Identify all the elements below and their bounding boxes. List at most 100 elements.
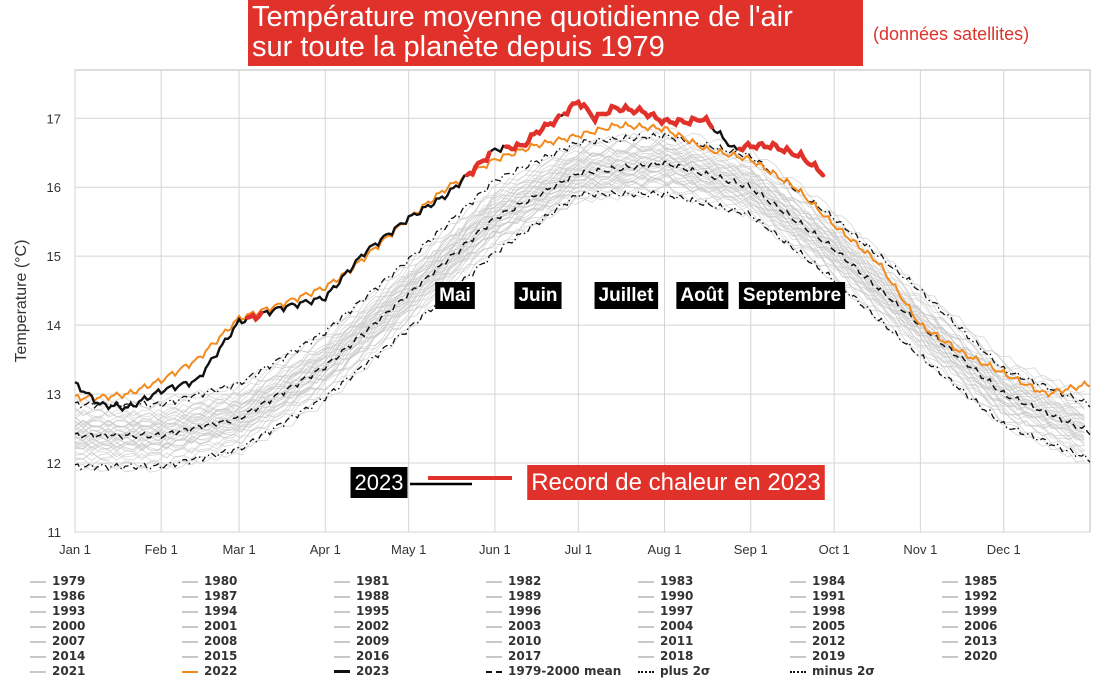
y-tick-label: 14 bbox=[47, 318, 61, 333]
legend-item[interactable]: 1985 bbox=[942, 574, 997, 588]
legend-label: 1992 bbox=[964, 589, 998, 603]
legend-label: 2007 bbox=[52, 634, 86, 648]
legend-item[interactable]: plus 2σ bbox=[638, 664, 710, 678]
legend-swatch bbox=[790, 625, 806, 628]
legend-swatch bbox=[638, 655, 654, 658]
legend-item[interactable]: 1993 bbox=[30, 604, 85, 618]
legend-label: 2008 bbox=[204, 634, 238, 648]
legend-label: 1995 bbox=[356, 604, 390, 618]
legend-label: 2009 bbox=[356, 634, 390, 648]
series bbox=[74, 98, 1091, 471]
legend-item[interactable]: 1986 bbox=[30, 589, 85, 603]
legend-item[interactable]: 1979 bbox=[30, 574, 85, 588]
legend-item[interactable]: 1997 bbox=[638, 604, 693, 618]
legend-label: 2006 bbox=[964, 619, 998, 633]
legend-swatch bbox=[486, 610, 502, 613]
record-segment bbox=[562, 98, 715, 130]
legend-swatch bbox=[334, 640, 350, 643]
legend-item[interactable]: 1982 bbox=[486, 574, 541, 588]
legend-label: 1996 bbox=[508, 604, 542, 618]
legend-item[interactable]: 2020 bbox=[942, 649, 997, 663]
legend-label: 2000 bbox=[52, 619, 86, 633]
legend-item[interactable]: 2018 bbox=[638, 649, 693, 663]
legend-item[interactable]: 1990 bbox=[638, 589, 693, 603]
x-tick-label: Jan 1 bbox=[59, 542, 91, 557]
legend-item[interactable]: 2021 bbox=[30, 664, 85, 678]
x-tick-label: Jul 1 bbox=[565, 542, 592, 557]
legend-swatch bbox=[942, 580, 958, 583]
legend-item[interactable]: 2011 bbox=[638, 634, 693, 648]
legend-item[interactable]: 2005 bbox=[790, 619, 845, 633]
legend-item[interactable]: 2003 bbox=[486, 619, 541, 633]
legend-item[interactable]: 1998 bbox=[790, 604, 845, 618]
legend-item[interactable]: 1983 bbox=[638, 574, 693, 588]
record-segment bbox=[464, 150, 492, 178]
month-label-text: Septembre bbox=[743, 285, 841, 306]
legend-item[interactable]: 2019 bbox=[790, 649, 845, 663]
month-label-box bbox=[738, 282, 846, 309]
legend-swatch bbox=[182, 670, 198, 673]
legend-item[interactable]: 1984 bbox=[790, 574, 845, 588]
legend-label: 1988 bbox=[356, 589, 390, 603]
legend-item[interactable]: 1996 bbox=[486, 604, 541, 618]
legend-item[interactable]: 2023 bbox=[334, 664, 389, 678]
legend-swatch bbox=[334, 655, 350, 658]
legend-item[interactable]: 2002 bbox=[334, 619, 389, 633]
legend-item[interactable]: 2016 bbox=[334, 649, 389, 663]
series-1979-2000-mean bbox=[74, 160, 1091, 441]
legend-item[interactable]: 2006 bbox=[942, 619, 997, 633]
legend-item[interactable]: 2008 bbox=[182, 634, 237, 648]
legend-item[interactable]: 1994 bbox=[182, 604, 237, 618]
year-tag-text: 2023 bbox=[355, 470, 404, 495]
legend-label: 1984 bbox=[812, 574, 846, 588]
year-line bbox=[74, 178, 1085, 449]
y-tick-label: 15 bbox=[47, 249, 61, 264]
legend-label: 1999 bbox=[964, 604, 998, 618]
record-tag-text: Record de chaleur en 2023 bbox=[531, 469, 821, 496]
legend-item[interactable]: 1988 bbox=[334, 589, 389, 603]
legend-item[interactable]: 2010 bbox=[486, 634, 541, 648]
legend-item[interactable]: 1979-2000 mean bbox=[486, 664, 621, 678]
x-tick-label: Sep 1 bbox=[734, 542, 768, 557]
legend-item[interactable]: 1999 bbox=[942, 604, 997, 618]
x-tick-label: Mar 1 bbox=[222, 542, 255, 557]
legend-swatch bbox=[486, 595, 502, 598]
legend-item[interactable]: minus 2σ bbox=[790, 664, 875, 678]
legend-label: 1994 bbox=[204, 604, 238, 618]
x-tick-label: Feb 1 bbox=[145, 542, 178, 557]
legend-label: 2022 bbox=[204, 664, 238, 678]
y-tick-label: 16 bbox=[47, 180, 61, 195]
legend-item[interactable]: 1995 bbox=[334, 604, 389, 618]
legend-item[interactable]: 1981 bbox=[334, 574, 389, 588]
legend-label: 2014 bbox=[52, 649, 86, 663]
legend-label: 2002 bbox=[356, 619, 390, 633]
legend-item[interactable]: 2015 bbox=[182, 649, 237, 663]
x-tick-label: Nov 1 bbox=[903, 542, 937, 557]
legend-item[interactable]: 2000 bbox=[30, 619, 85, 633]
legend-item[interactable]: 2009 bbox=[334, 634, 389, 648]
legend-item[interactable]: 2004 bbox=[638, 619, 693, 633]
legend-item[interactable]: 2012 bbox=[790, 634, 845, 648]
legend-label: 2010 bbox=[508, 634, 542, 648]
legend-item[interactable]: 1980 bbox=[182, 574, 237, 588]
legend-label: 2012 bbox=[812, 634, 846, 648]
year-line bbox=[74, 189, 1085, 453]
legend-item[interactable]: 2001 bbox=[182, 619, 237, 633]
legend-item[interactable]: 1989 bbox=[486, 589, 541, 603]
axes: 11 12 13 14 15 16 17 Jan 1 Feb 1 Mar 1 Apr 1 May 1 J… bbox=[13, 111, 1021, 557]
annotations: Mai Juin Juillet Août Septembre 2023 Record de… bbox=[350, 282, 846, 500]
legend-item[interactable]: 1992 bbox=[942, 589, 997, 603]
legend-item[interactable]: 1987 bbox=[182, 589, 237, 603]
legend-swatch bbox=[942, 625, 958, 628]
legend-item[interactable]: 2013 bbox=[942, 634, 997, 648]
legend-item[interactable]: 2022 bbox=[182, 664, 237, 678]
x-tick-label: Jun 1 bbox=[479, 542, 511, 557]
legend-item[interactable]: 2014 bbox=[30, 649, 85, 663]
month-label-text: Juin bbox=[518, 285, 557, 306]
legend-label: 2005 bbox=[812, 619, 846, 633]
legend-item[interactable]: 1991 bbox=[790, 589, 845, 603]
legend-item[interactable]: 2017 bbox=[486, 649, 541, 663]
legend-label: 1980 bbox=[204, 574, 238, 588]
legend-label: minus 2σ bbox=[812, 664, 875, 678]
legend-item[interactable]: 2007 bbox=[30, 634, 85, 648]
